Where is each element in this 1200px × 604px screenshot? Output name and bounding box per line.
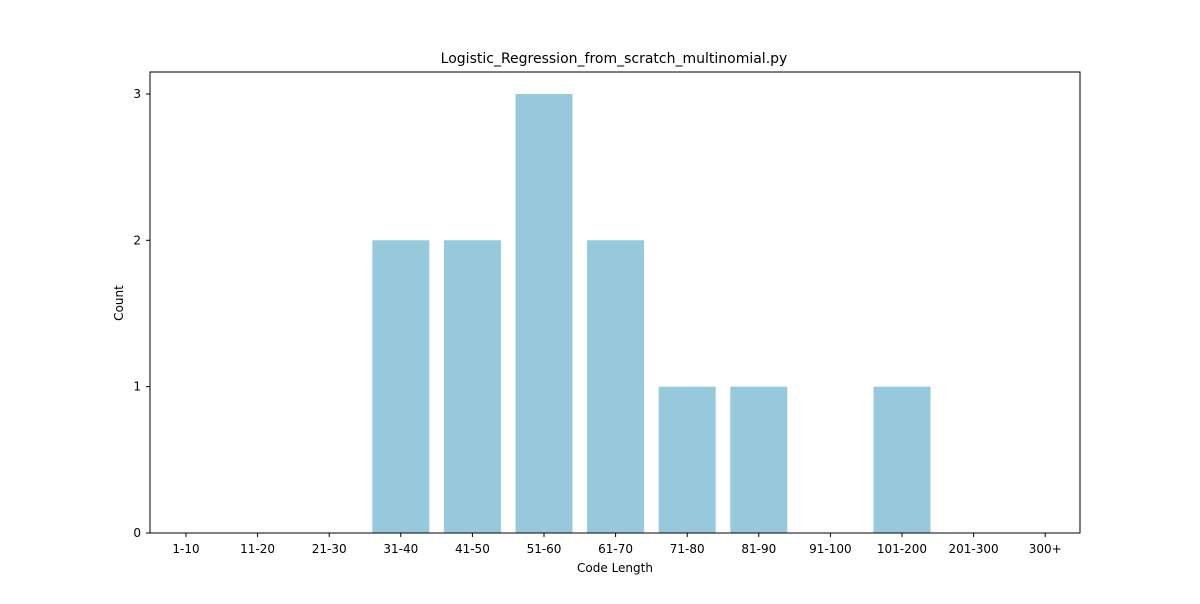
bar-81-90 xyxy=(730,386,788,533)
bars-group xyxy=(372,93,931,534)
x-tick-label: 300+ xyxy=(1029,542,1062,556)
x-tick-label: 81-90 xyxy=(741,542,776,556)
x-tick-label: 21-30 xyxy=(312,542,347,556)
x-axis-label: Code Length xyxy=(577,561,653,575)
x-tick-label: 11-20 xyxy=(240,542,275,556)
bar-101-200 xyxy=(873,386,931,533)
bar-51-60 xyxy=(515,93,573,533)
y-axis-label: Count xyxy=(112,285,126,321)
x-tick-label: 71-80 xyxy=(670,542,705,556)
x-tick-label: 31-40 xyxy=(383,542,418,556)
x-tick-label: 91-100 xyxy=(809,542,852,556)
chart-title: Logistic_Regression_from_scratch_multino… xyxy=(441,51,788,67)
y-tick-label: 0 xyxy=(133,526,141,540)
x-tick-label: 101-200 xyxy=(877,542,927,556)
x-axis-ticks: 1-10 11-20 21-30 31-40 41-50 51-60 61-70 71-80 8… xyxy=(172,533,1062,556)
y-tick-label: 1 xyxy=(133,380,141,394)
bar-41-50 xyxy=(443,240,501,534)
x-tick-label: 41-50 xyxy=(455,542,490,556)
y-tick-label: 3 xyxy=(133,87,141,101)
y-tick-label: 2 xyxy=(133,233,141,247)
bar-71-80 xyxy=(658,386,716,533)
x-tick-label: 51-60 xyxy=(527,542,562,556)
plot-frame xyxy=(149,71,1081,534)
x-tick-label: 201-300 xyxy=(949,542,999,556)
x-tick-label: 1-10 xyxy=(172,542,199,556)
bar-31-40 xyxy=(372,240,430,534)
bar-61-70 xyxy=(587,240,645,534)
y-axis-ticks: 0 1 2 3 xyxy=(133,87,150,540)
x-tick-label: 61-70 xyxy=(598,542,633,556)
